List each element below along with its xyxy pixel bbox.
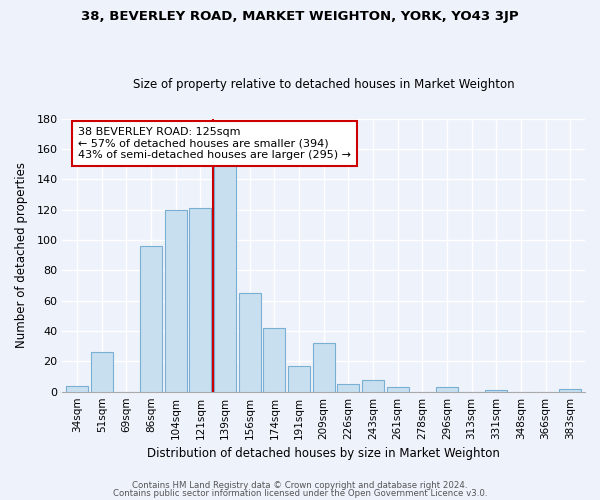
Bar: [263, 328, 286, 392]
Text: 38 BEVERLEY ROAD: 125sqm
← 57% of detached houses are smaller (394)
43% of semi-: 38 BEVERLEY ROAD: 125sqm ← 57% of detach…: [78, 126, 351, 160]
Bar: [239, 293, 261, 392]
Title: Size of property relative to detached houses in Market Weighton: Size of property relative to detached ho…: [133, 78, 514, 91]
Bar: [313, 343, 335, 392]
Text: Contains HM Land Registry data © Crown copyright and database right 2024.: Contains HM Land Registry data © Crown c…: [132, 481, 468, 490]
Text: 38, BEVERLEY ROAD, MARKET WEIGHTON, YORK, YO43 3JP: 38, BEVERLEY ROAD, MARKET WEIGHTON, YORK…: [81, 10, 519, 23]
Bar: [164, 210, 187, 392]
Bar: [140, 246, 162, 392]
X-axis label: Distribution of detached houses by size in Market Weighton: Distribution of detached houses by size …: [147, 447, 500, 460]
Bar: [189, 208, 211, 392]
Bar: [362, 380, 384, 392]
Bar: [337, 384, 359, 392]
Bar: [91, 352, 113, 392]
Text: Contains public sector information licensed under the Open Government Licence v3: Contains public sector information licen…: [113, 488, 487, 498]
Bar: [559, 388, 581, 392]
Bar: [288, 366, 310, 392]
Bar: [386, 387, 409, 392]
Bar: [214, 164, 236, 392]
Bar: [66, 386, 88, 392]
Bar: [485, 390, 508, 392]
Y-axis label: Number of detached properties: Number of detached properties: [15, 162, 28, 348]
Bar: [436, 387, 458, 392]
